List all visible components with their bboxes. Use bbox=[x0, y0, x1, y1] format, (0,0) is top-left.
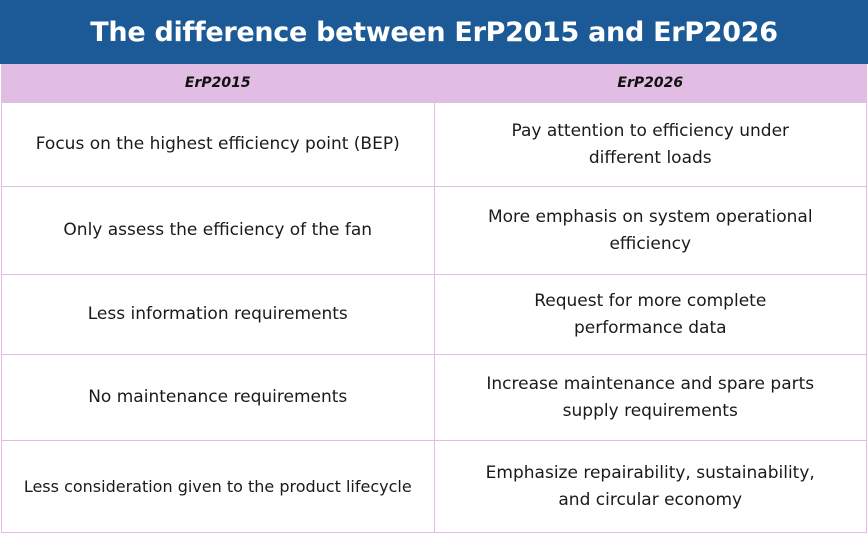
erp2015-cell: Focus on the highest efficiency point (B… bbox=[1, 102, 435, 187]
table-row: No maintenance requirements Increase mai… bbox=[1, 354, 867, 441]
comparison-table: ErP2015 ErP2026 Focus on the highest eff… bbox=[1, 64, 867, 533]
erp2026-line: supply requirements bbox=[562, 400, 738, 421]
table-row: Less consideration given to the product … bbox=[1, 440, 867, 533]
page-title: The difference between ErP2015 and ErP20… bbox=[0, 0, 868, 64]
erp2026-cell: More emphasis on system operational effic… bbox=[433, 186, 867, 275]
erp2026-line: Emphasize repairability, sustainability, bbox=[485, 462, 815, 483]
erp2026-line: Request for more complete bbox=[534, 290, 767, 311]
erp2015-cell: Less consideration given to the product … bbox=[1, 440, 435, 533]
table-header-row: ErP2015 ErP2026 bbox=[1, 64, 867, 103]
erp2026-line: More emphasis on system operational bbox=[487, 206, 813, 227]
erp2026-cell: Pay attention to efficiency under differe… bbox=[433, 102, 867, 187]
erp2026-line: Pay attention to efficiency under bbox=[511, 120, 790, 141]
erp2026-line: efficiency bbox=[609, 233, 692, 254]
erp2026-line: and circular economy bbox=[558, 489, 743, 510]
erp2026-line: performance data bbox=[573, 317, 727, 338]
erp2015-cell: Only assess the efficiency of the fan bbox=[1, 186, 435, 275]
table-row: Only assess the efficiency of the fan Mo… bbox=[1, 186, 867, 275]
erp2015-cell: No maintenance requirements bbox=[1, 354, 435, 441]
erp2026-cell: Increase maintenance and spare parts supp… bbox=[433, 354, 867, 441]
column-header-erp2026: ErP2026 bbox=[433, 64, 867, 103]
erp2026-line: different loads bbox=[588, 147, 712, 168]
column-header-erp2015: ErP2015 bbox=[1, 64, 435, 103]
table-row: Focus on the highest efficiency point (B… bbox=[1, 102, 867, 187]
table-row: Less information requirements Request fo… bbox=[1, 274, 867, 355]
erp2026-cell: Emphasize repairability, sustainability,… bbox=[433, 440, 867, 533]
erp2026-line: Increase maintenance and spare parts bbox=[486, 373, 815, 394]
erp2015-cell: Less information requirements bbox=[1, 274, 435, 355]
erp2026-cell: Request for more complete performance dat… bbox=[433, 274, 867, 355]
